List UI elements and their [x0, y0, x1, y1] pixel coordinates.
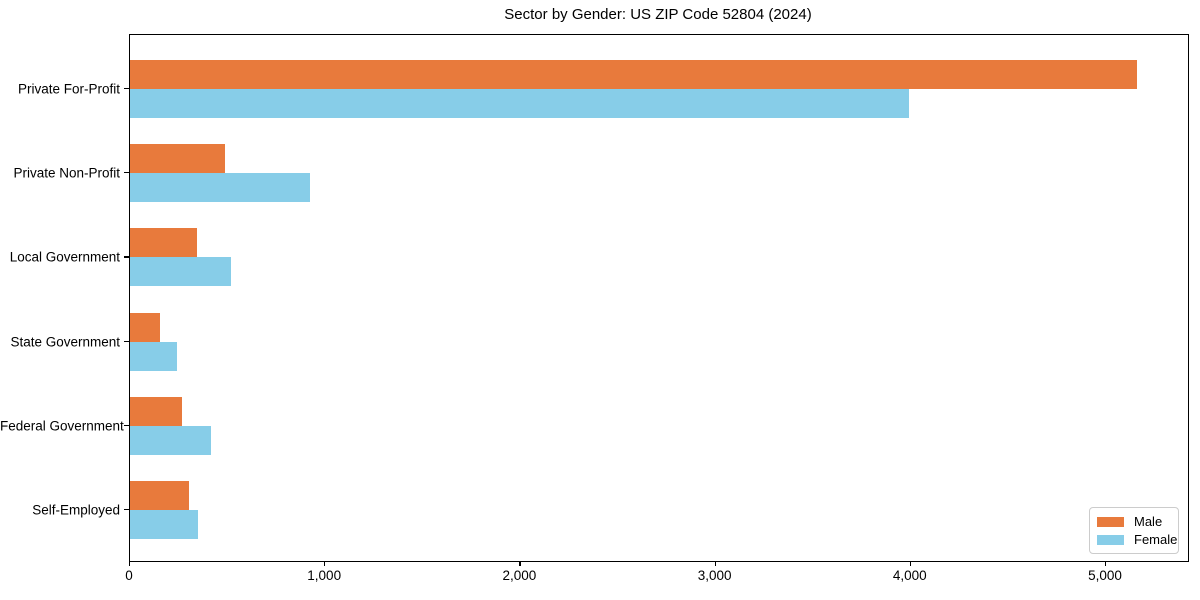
bar-female-self-employed: [130, 510, 199, 539]
bar-male-state-government: [130, 312, 161, 342]
x-tick-label-2000: 2,000: [502, 568, 537, 583]
bar-female-federal-government: [130, 425, 211, 455]
y-tick-label-private-for-profit: Private For-Profit: [17, 81, 120, 97]
x-tick-mark-4000: [909, 561, 912, 566]
y-tick-label-federal-government: Federal Government: [0, 418, 124, 434]
y-tick-label-state-government: State Government: [10, 334, 120, 350]
y-tick-label-private-non-profit: Private Non-Profit: [13, 165, 120, 181]
x-tick-mark-0: [129, 561, 131, 566]
legend-swatch-female: [1097, 534, 1124, 545]
bar-female-local-government: [130, 257, 231, 287]
bar-male-private-non-profit: [130, 144, 225, 174]
x-tick-mark-3000: [714, 561, 716, 566]
x-tick-label-3000: 3,000: [697, 568, 732, 583]
bar-male-self-employed: [130, 481, 189, 510]
bar-female-private-for-profit: [130, 89, 909, 118]
legend-item-male: Male: [1097, 514, 1171, 529]
x-tick-label-0: 0: [125, 568, 133, 583]
y-tick-label-self-employed: Self-Employed: [32, 502, 120, 518]
bar-male-private-for-profit: [130, 60, 1138, 89]
x-tick-mark-1000: [324, 561, 326, 566]
legend-label-female: Female: [1134, 532, 1178, 547]
legend-item-female: Female: [1097, 532, 1177, 547]
x-tick-label-5000: 5,000: [1088, 568, 1122, 583]
x-tick-mark-2000: [519, 561, 521, 566]
bar-male-federal-government: [130, 396, 182, 426]
x-tick-label-4000: 4,000: [892, 568, 927, 583]
y-tick-mark-self-employed: [124, 509, 129, 511]
y-tick-mark-federal-government: [124, 424, 129, 427]
y-tick-mark-state-government: [124, 340, 129, 342]
y-tick-mark-private-non-profit: [124, 172, 129, 174]
bar-male-local-government: [130, 228, 198, 258]
plot-area: [129, 34, 1189, 562]
legend: Male Female: [1089, 507, 1179, 554]
x-tick-mark-5000: [1105, 561, 1107, 566]
chart-title: Sector by Gender: US ZIP Code 52804 (202…: [504, 6, 812, 23]
legend-swatch-male: [1097, 516, 1124, 527]
y-tick-mark-local-government: [124, 256, 129, 258]
legend-label-male: Male: [1134, 514, 1163, 529]
bar-female-state-government: [130, 341, 177, 371]
y-tick-label-local-government: Local Government: [9, 249, 120, 265]
x-tick-label-1000: 1,000: [307, 568, 342, 583]
bar-female-private-non-profit: [130, 173, 310, 203]
y-tick-mark-private-for-profit: [124, 88, 129, 90]
